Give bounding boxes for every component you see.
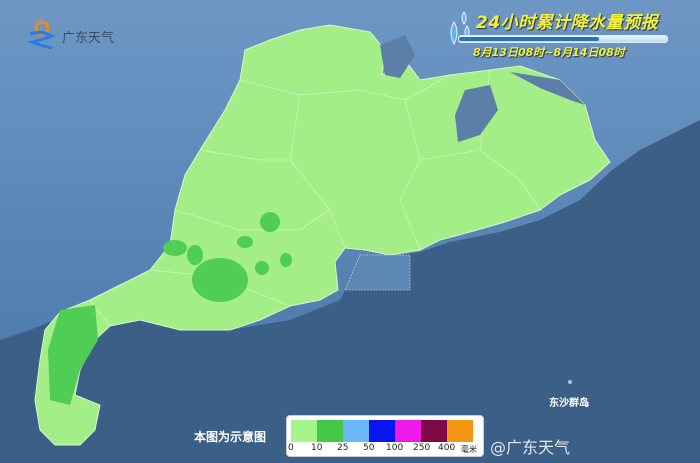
- legend-label: 100: [386, 443, 404, 453]
- legend-swatch: [395, 420, 421, 442]
- guangdong-weather-logo-icon: [26, 20, 56, 50]
- map-title: 24小时累计降水量预报: [476, 13, 659, 33]
- logo-text: 广东天气: [62, 31, 115, 46]
- legend-swatch: [421, 420, 447, 442]
- legend-label: 250: [413, 443, 431, 453]
- legend-label: 400: [438, 443, 456, 453]
- legend-swatch: [369, 420, 395, 442]
- legend-label: 25: [337, 443, 349, 453]
- dongsha-islands: [568, 380, 589, 407]
- rainfall-legend: 0 10 25 50 100 250 400 毫米: [286, 415, 484, 457]
- dongsha-label: 东沙群岛: [549, 398, 589, 409]
- title-bar: [458, 35, 668, 43]
- forecast-period: 8月13日08时~8月14日08时: [473, 46, 625, 59]
- hong-kong-islands: [344, 254, 411, 291]
- legend-label: 50: [363, 443, 375, 453]
- no-rain-areas: [380, 35, 585, 142]
- legend-unit: 毫米: [461, 445, 477, 454]
- legend-swatch: [447, 420, 473, 442]
- legend-swatch: [343, 420, 369, 442]
- legend-swatch: [291, 420, 317, 442]
- city-boundaries: [89, 69, 541, 327]
- legend-swatch: [317, 420, 343, 442]
- legend-label: 0: [288, 443, 294, 453]
- watermark: @广东天气: [490, 438, 571, 457]
- moderate-rain-areas: [48, 212, 292, 405]
- raindrops-icon: [450, 11, 470, 46]
- schematic-note: 本图为示意图: [194, 430, 267, 444]
- legend-label: 10: [311, 443, 323, 453]
